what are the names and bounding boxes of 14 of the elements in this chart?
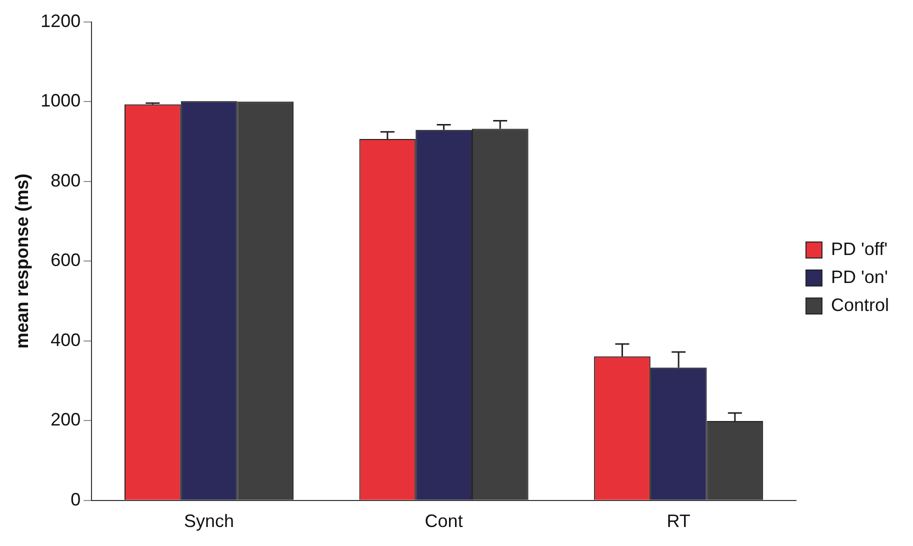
y-tick-label: 0 [70, 489, 81, 510]
legend-label: Control [830, 294, 890, 315]
legend-label: PD 'off' [830, 238, 888, 259]
y-tick-label: 400 [50, 330, 81, 350]
y-tick-label: 1200 [40, 10, 81, 31]
x-tick-label: Synch [184, 511, 234, 532]
x-tick-label: RT [666, 511, 690, 532]
y-tick-label: 600 [50, 250, 81, 270]
y-tick-label: 1000 [40, 90, 81, 111]
x-tick-label: Cont [424, 511, 463, 532]
y-axis-title: mean response (ms) [12, 174, 32, 349]
y-tick-label: 800 [50, 170, 81, 190]
y-tick-label: 200 [50, 410, 81, 430]
legend-label: PD 'on' [830, 266, 888, 287]
